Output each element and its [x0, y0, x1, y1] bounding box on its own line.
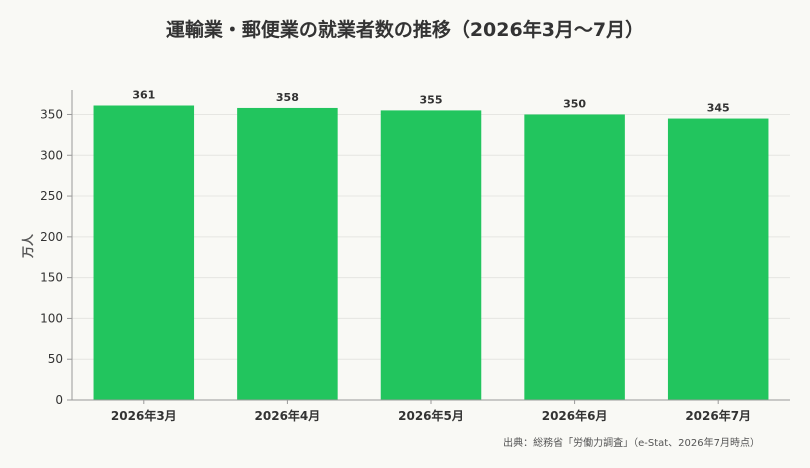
data-label: 350	[563, 97, 586, 110]
bars	[93, 105, 769, 401]
value-labels: 361 358 355 350 345	[132, 89, 729, 115]
data-label: 361	[132, 89, 155, 102]
bar	[93, 105, 195, 400]
y-tick-label: 250	[40, 189, 63, 203]
x-tick-label: 2026年4月	[255, 408, 321, 423]
y-tick-label: 300	[40, 148, 63, 162]
x-tick-label: 2026年5月	[398, 408, 464, 423]
data-label: 355	[420, 93, 443, 106]
bar	[380, 110, 482, 400]
bar	[667, 118, 769, 400]
y-tick-label: 0	[55, 393, 63, 407]
x-tick-label: 2026年7月	[685, 408, 751, 423]
y-axis: 0 50 100 150 200 250 300 350	[40, 90, 73, 407]
bar	[237, 107, 338, 401]
y-axis-label: 万人	[20, 233, 35, 259]
x-tick-label: 2026年6月	[542, 408, 608, 423]
x-axis: 2026年3月 2026年4月 2026年5月 2026年6月 2026年7月	[72, 399, 790, 423]
source-note: 出典：総務省「労働力調査」（e-Stat、2026年7月時点）	[503, 436, 760, 449]
y-tick-label: 200	[40, 230, 63, 244]
y-tick-label: 100	[40, 311, 63, 325]
y-tick-label: 50	[48, 352, 63, 366]
x-tick-label: 2026年3月	[111, 408, 177, 423]
y-tick-label: 150	[40, 271, 63, 285]
y-tick-label: 350	[40, 107, 63, 121]
bar	[524, 114, 625, 400]
data-label: 358	[276, 91, 299, 104]
chart-title: 運輸業・郵便業の就業者数の推移（2026年3月〜7月）	[166, 18, 644, 41]
data-label: 345	[707, 102, 730, 115]
